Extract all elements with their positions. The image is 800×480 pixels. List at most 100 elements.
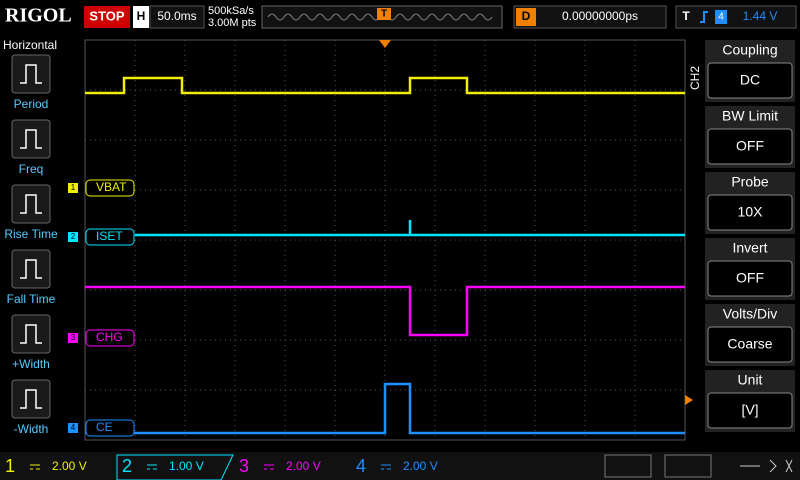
channel-number: 2 [122, 456, 132, 476]
delay-label: D [522, 9, 531, 23]
timebase: 50.0ms [157, 9, 196, 23]
edge-icon [700, 11, 708, 23]
trigger-position-label: T [381, 9, 387, 20]
channel-scale[interactable]: 2.00 V [403, 459, 438, 473]
trigger-level-marker [685, 395, 693, 405]
coupling-icon [30, 464, 40, 470]
menu-item-title: Probe [731, 174, 769, 190]
menu-title: Horizontal [3, 38, 57, 52]
channel-labels: 1 VBAT 2 ISET 3 CHG 4 CE [68, 179, 135, 437]
channel-scale[interactable]: 2.00 V [52, 459, 87, 473]
channel-label: CHG [96, 330, 123, 344]
menu-item-title: Volts/Div [723, 306, 777, 322]
channel-tag [85, 179, 135, 197]
left-menu: Horizontal Period Freq Rise Time Fall Time +… [3, 38, 58, 436]
menu-button[interactable] [11, 119, 51, 159]
channel-tag [85, 228, 135, 246]
menu-item-title: BW Limit [722, 108, 778, 124]
menu-button[interactable] [11, 379, 51, 419]
channel-label: VBAT [96, 180, 127, 194]
menu-item-value: 10X [738, 204, 764, 220]
channel-marker [68, 183, 78, 193]
menu-icon [20, 129, 42, 149]
trigger-source: 4 [718, 12, 724, 23]
graticule [84, 39, 686, 441]
menu-icon [20, 389, 42, 409]
status-button[interactable] [84, 6, 130, 28]
menu-item: Fall Time [7, 292, 56, 306]
menu-value-box [707, 260, 793, 297]
channel-marker-number: 1 [71, 183, 76, 192]
coupling-icon [381, 464, 391, 470]
menu-item: Period [14, 97, 49, 111]
trigger-position-marker [377, 8, 391, 20]
waveforms [85, 40, 693, 435]
menu-button[interactable] [11, 54, 51, 94]
menu-icon [20, 194, 42, 214]
status-icons [740, 459, 793, 473]
menu-icon [20, 64, 42, 84]
coupling-icon [147, 464, 157, 470]
menu-channel: CH2 [688, 66, 702, 90]
delay-badge [516, 8, 536, 26]
channel-marker [68, 423, 78, 433]
menu-item-value: Coarse [727, 336, 772, 352]
menu-icon [20, 259, 42, 279]
menu-item-title: Invert [732, 240, 767, 256]
menu-item-value: OFF [736, 270, 764, 286]
menu-button[interactable] [11, 184, 51, 224]
waveform-ch2 [135, 220, 685, 237]
delay-box[interactable] [513, 5, 667, 29]
trigger-time-marker [379, 40, 391, 48]
channel-marker-number: 3 [71, 333, 76, 342]
timebase-box[interactable] [149, 5, 205, 29]
menu-item-value: [V] [741, 402, 758, 418]
h-label: H [137, 9, 146, 23]
waveform-ch3 [85, 285, 685, 337]
channel-marker-number: 2 [71, 232, 76, 241]
menu-item-title: Coupling [722, 42, 777, 58]
menu-icon [20, 324, 42, 344]
menu-item-value: OFF [736, 138, 764, 154]
waveform-ch1 [85, 76, 685, 95]
menu-item-title: Unit [738, 372, 763, 388]
bottom-background [0, 452, 800, 480]
channel-scale[interactable]: 2.00 V [286, 459, 321, 473]
coupling-icon [264, 464, 274, 470]
menu-item: Rise Time [4, 227, 58, 241]
menu-value-box [707, 392, 793, 429]
trigger-level: 1.44 V [743, 9, 778, 23]
channel-tag [85, 419, 135, 437]
menu-item: +Width [12, 357, 50, 371]
menu-value-box [707, 326, 793, 363]
menu-value-box [707, 194, 793, 231]
channel-tag [85, 329, 135, 347]
menu-button[interactable] [11, 314, 51, 354]
channel-label: CE [96, 420, 113, 434]
trigger-source-badge [715, 10, 727, 24]
sample-rate: 500kSa/s [208, 5, 254, 17]
channel-bar: 1 2.00 V 2 1.00 V 3 2.00 V 4 2.00 V [0, 452, 800, 480]
active-channel-tab [116, 454, 234, 480]
channel-number: 1 [5, 456, 15, 476]
h-badge [133, 6, 149, 28]
waveform-ch4 [85, 382, 685, 435]
status: STOP [89, 8, 124, 23]
trigger-box[interactable] [675, 5, 797, 29]
top-bar: RIGOL STOP H 50.0ms 500kSa/s 3.00M pts T… [5, 5, 797, 29]
channel-number: 4 [356, 456, 366, 476]
menu-value-box [707, 62, 793, 99]
menu-value-box [707, 128, 793, 165]
math-button[interactable] [604, 454, 652, 478]
delay: 0.00000000ps [562, 9, 638, 23]
ref-button[interactable] [664, 454, 712, 478]
menu-button[interactable] [11, 249, 51, 289]
memory-depth: 3.00M pts [208, 17, 257, 29]
trigger-label: T [682, 9, 690, 23]
channel-label: ISET [96, 229, 123, 243]
menu-item-value: DC [740, 72, 760, 88]
menu-item: Freq [19, 162, 44, 176]
channel-marker [68, 333, 78, 343]
channel-scale[interactable]: 1.00 V [169, 459, 204, 473]
